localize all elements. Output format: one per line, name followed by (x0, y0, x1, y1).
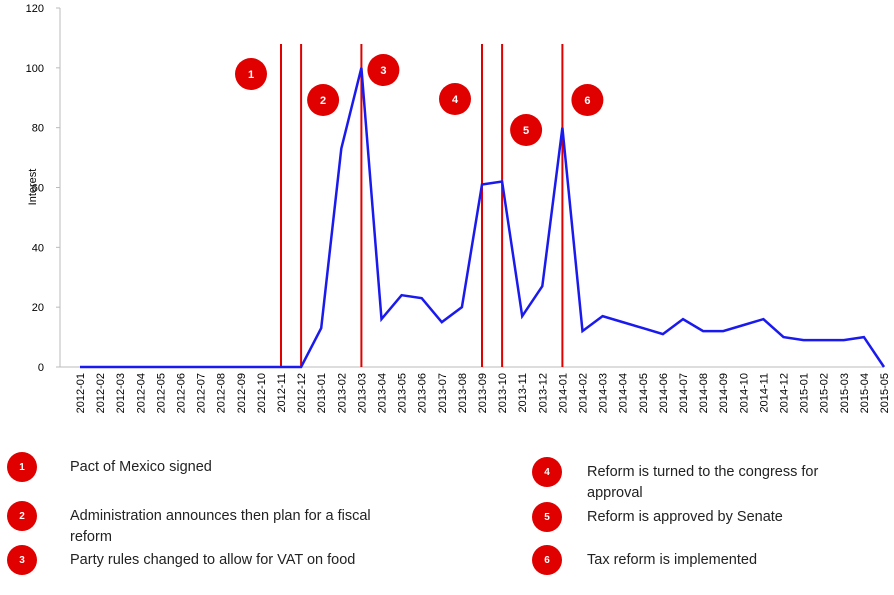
x-tick-label: 2014-12 (779, 373, 791, 413)
x-tick-label: 2012-05 (155, 373, 167, 413)
legend-marker: 3 (7, 545, 37, 575)
x-tick-label: 2012-07 (196, 373, 208, 413)
event-marker (307, 84, 340, 116)
x-tick-label: 2014-06 (658, 373, 670, 413)
legend-text: Administration announces then plan for a… (70, 508, 371, 545)
x-tick-label: 2012-10 (256, 373, 268, 413)
x-tick-label: 2015-05 (879, 373, 891, 413)
x-tick-label: 2014-07 (678, 373, 690, 413)
event-marker-label: 2 (320, 95, 326, 107)
x-tick-label: 2012-11 (276, 373, 288, 413)
y-tick-label: 80 (32, 123, 44, 135)
x-tick-label: 2015-04 (859, 373, 871, 413)
legend-text: Reform is approved by Senate (587, 509, 783, 525)
x-tick-label: 2012-04 (135, 373, 147, 413)
x-tick-label: 2012-06 (176, 373, 188, 413)
legend-marker: 5 (532, 502, 562, 532)
x-tick-label: 2014-03 (598, 373, 610, 413)
x-tick-label: 2015-01 (799, 373, 811, 413)
event-marker-label: 1 (248, 69, 254, 81)
y-tick-label: 120 (26, 3, 44, 15)
event-marker-label: 4 (452, 94, 459, 106)
x-tick-label: 2013-02 (336, 373, 348, 413)
legend-marker: 1 (7, 452, 37, 482)
x-tick-label: 2012-02 (95, 373, 107, 413)
legend-text: Tax reform is implemented (587, 552, 758, 568)
x-tick-label: 2012-08 (216, 373, 228, 413)
x-tick-label: 2013-03 (356, 373, 368, 413)
x-tick-label: 2012-01 (75, 373, 87, 413)
legend-text: Pact of Mexico signed (70, 459, 212, 475)
legend-marker: 2 (7, 501, 37, 531)
data-line (80, 67, 886, 369)
x-tick-label: 2013-10 (497, 373, 509, 413)
x-tick-label: 2015-02 (819, 373, 831, 413)
event-marker (510, 114, 543, 146)
x-tick-label: 2013-11 (517, 373, 529, 413)
y-axis-label: Interest (27, 169, 39, 206)
event-marker (367, 54, 400, 86)
x-tick-label: 2013-09 (477, 373, 489, 413)
legend-marker: 6 (532, 545, 562, 575)
x-tick-label: 2013-12 (537, 373, 549, 413)
x-tick-label: 2015-03 (839, 373, 851, 413)
event-marker (571, 84, 604, 116)
y-tick-label: 0 (38, 362, 44, 374)
x-tick-label: 2013-06 (417, 373, 429, 413)
y-tick-label: 20 (32, 302, 44, 314)
x-tick-label: 2014-10 (738, 373, 750, 413)
event-marker (439, 83, 471, 115)
y-tick-label: 100 (26, 63, 44, 75)
x-tick-label: 2013-05 (397, 373, 409, 413)
legend-marker: 4 (532, 457, 562, 487)
y-tick-label: 40 (32, 242, 44, 254)
x-tick-label: 2014-04 (618, 373, 630, 413)
x-tick-label: 2014-01 (557, 373, 569, 413)
x-tick-label: 2012-12 (296, 373, 308, 413)
event-marker-label: 6 (584, 95, 590, 107)
x-tick-label: 2013-08 (457, 373, 469, 413)
legend-text: Party rules changed to allow for VAT on … (70, 552, 356, 568)
y-tick-label: 60 (32, 183, 44, 195)
x-tick-label: 2013-07 (437, 373, 449, 413)
x-tick-label: 2014-08 (698, 373, 710, 413)
x-tick-label: 2014-05 (638, 373, 650, 413)
x-tick-label: 2012-09 (236, 373, 248, 413)
legend-text: Reform is turned to the congress for app… (587, 464, 819, 501)
x-tick-label: 2014-11 (758, 373, 770, 413)
x-tick-label: 2014-02 (578, 373, 590, 413)
event-marker-label: 5 (523, 125, 529, 137)
x-tick-label: 2013-04 (377, 373, 389, 413)
x-tick-label: 2013-01 (316, 373, 328, 413)
event-marker (235, 58, 267, 90)
event-marker-label: 3 (380, 65, 386, 77)
chart: Interest 0 20 40 60 80 100 120 2012-01 2012-02 20… (26, 3, 891, 413)
x-tick-label: 2014-09 (718, 373, 730, 413)
x-tick-label: 2012-03 (115, 373, 127, 413)
